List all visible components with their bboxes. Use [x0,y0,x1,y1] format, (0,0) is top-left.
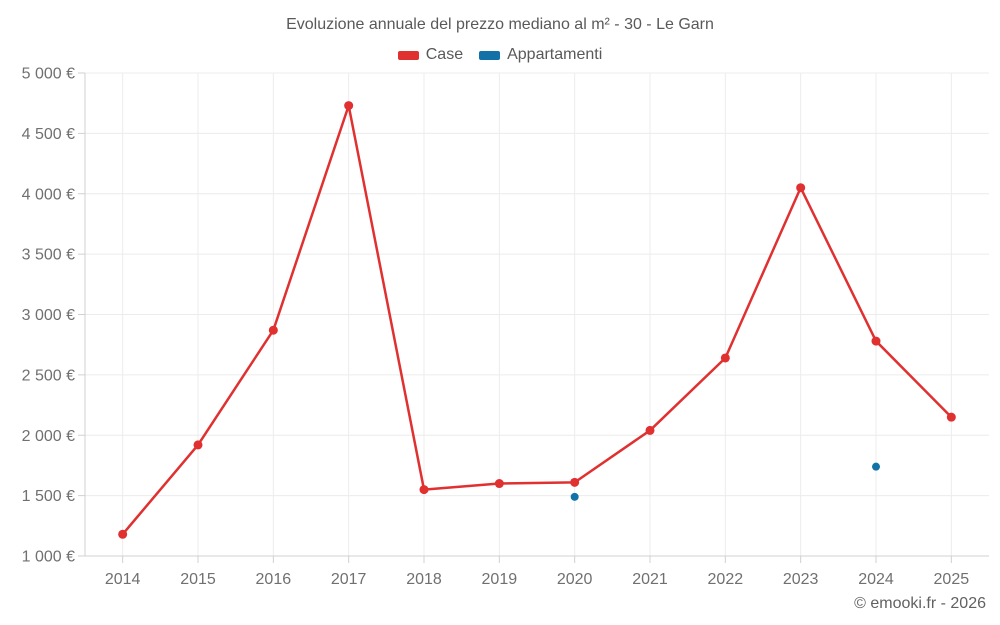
y-axis-label: 5 000 € [22,66,75,83]
x-axis-label: 2024 [858,571,894,588]
case-point-2022[interactable] [720,353,730,363]
legend-label: Appartamenti [507,46,603,63]
y-axis-label: 2 500 € [22,367,75,384]
y-axis-label: 3 000 € [22,307,75,324]
x-axis-label: 2021 [632,571,668,588]
case-point-2021[interactable] [645,425,655,435]
case-point-2018[interactable] [419,485,429,495]
legend-item-case[interactable]: Case [397,46,464,64]
appartamenti-point-2024[interactable] [872,462,880,471]
x-axis-label: 2016 [256,571,292,588]
chart-legend: Case Appartamenti [0,46,1000,64]
legend-swatch-case [397,50,419,60]
series-appartamenti [570,462,880,501]
legend-swatch-appartamenti [479,50,501,60]
x-axis-label: 2025 [934,571,970,588]
case-point-2017[interactable] [344,101,354,111]
y-axis-label: 1 000 € [22,549,75,566]
y-axis-label: 4 500 € [22,126,75,143]
y-axis-label: 1 500 € [22,488,75,505]
x-axis-label: 2019 [482,571,518,588]
x-axis-label: 2018 [406,571,442,588]
case-point-2024[interactable] [871,336,881,346]
x-axis-label: 2015 [180,571,216,588]
case-line [121,104,953,536]
y-axis-label: 4 000 € [22,186,75,203]
x-axis-label: 2023 [783,571,819,588]
case-point-2025[interactable] [946,412,956,422]
legend-label: Case [425,46,464,63]
case-point-2016[interactable] [268,325,278,335]
x-axis-label: 2020 [557,571,593,588]
credit-link[interactable]: © emooki.fr - 2026 [854,595,986,612]
case-point-2014[interactable] [118,529,128,539]
series-case [118,101,956,539]
gridlines [85,72,989,557]
appartamenti-point-2020[interactable] [570,492,579,501]
case-point-2020[interactable] [570,477,580,487]
case-point-2015[interactable] [193,440,203,450]
x-axis-label: 2014 [105,571,141,588]
x-axis-label: 2022 [708,571,744,588]
y-axis-label: 2 000 € [22,428,75,445]
case-point-2023[interactable] [796,183,806,193]
y-axis-label: 3 500 € [22,247,75,264]
x-axis-label: 2017 [331,571,367,588]
chart-title: Evoluzione annuale del prezzo mediano al… [286,16,714,33]
case-point-2019[interactable] [494,479,504,489]
legend-item-appartamenti[interactable]: Appartamenti [479,46,602,64]
